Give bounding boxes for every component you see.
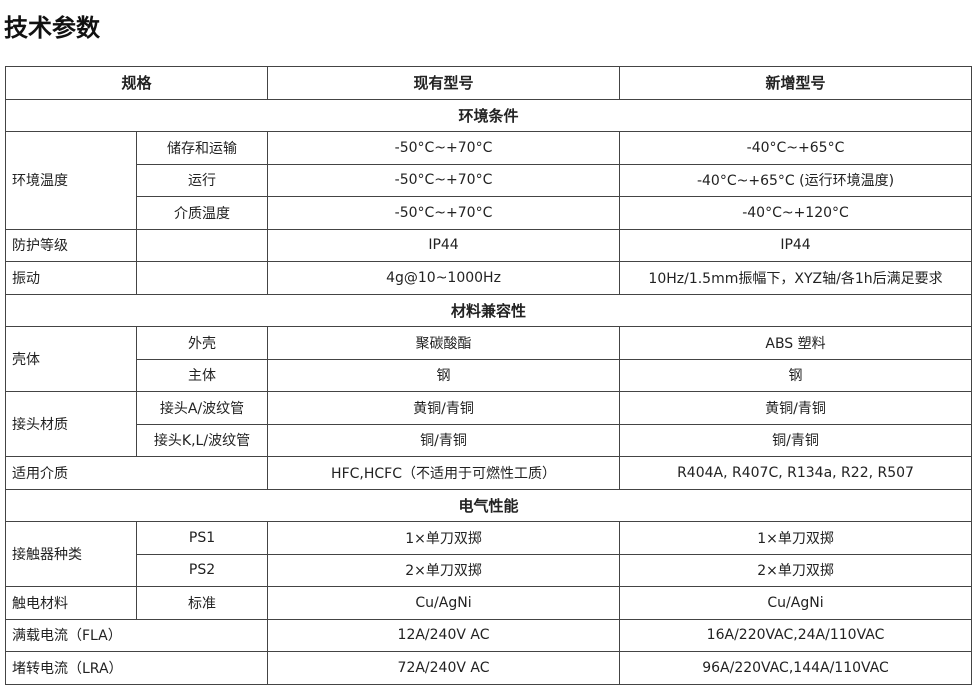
sub-label: 标准 xyxy=(135,586,269,620)
cell-new: 10Hz/1.5mm振幅下，XYZ轴/各1h后满足要求 xyxy=(619,261,973,295)
table-row: 满载电流（FLA） 12A/240V AC 16A/220VAC,24A/110VA… xyxy=(4,618,973,652)
table-row: 运行 -50°C~+70°C -40°C~+65°C (运行环境温度) xyxy=(6,163,973,197)
row-label: 防护等级 xyxy=(5,228,137,262)
cell-new: 2×单刀双掷 xyxy=(619,553,973,587)
table-row: 接头K,L/波纹管 铜/青铜 铜/青铜 xyxy=(6,423,973,457)
sub-label: 主体 xyxy=(135,358,269,392)
cell-current: 铜/青铜 xyxy=(267,423,621,457)
table-row: 壳体 外壳 聚碳酸酯 ABS 塑料 xyxy=(5,326,973,392)
cell-new: ABS 塑料 xyxy=(619,326,973,360)
table-row: 接触器种类 PS1 1×单刀双掷 1×单刀双掷 xyxy=(5,521,973,587)
section-material: 材料兼容性 xyxy=(4,293,973,327)
cell-new: -40°C~+120°C xyxy=(619,196,973,230)
sub-label: 外壳 xyxy=(135,326,269,360)
cell-current: 4g@10~1000Hz xyxy=(267,261,621,295)
cell-new: 钢 xyxy=(619,358,973,392)
row-label: 接头材质 xyxy=(5,391,137,457)
cell-new: IP44 xyxy=(619,228,973,262)
cell-current: -50°C~+70°C xyxy=(267,163,621,197)
table-row: 接头材质 接头A/波纹管 黄铜/青铜 黄铜/青铜 xyxy=(5,391,973,457)
section-env: 环境条件 xyxy=(4,98,973,132)
row-label: 壳体 xyxy=(5,326,137,392)
table-row: 介质温度 -50°C~+70°C -40°C~+120°C xyxy=(6,196,973,230)
row-label: 堵转电流（LRA） xyxy=(4,651,269,685)
sub-label: PS1 xyxy=(135,521,269,555)
cell-current: 黄铜/青铜 xyxy=(267,391,621,425)
cell-current: 聚碳酸酯 xyxy=(267,326,621,360)
spec-table: 规格 现有型号 新增型号 环境条件 环境温度 储存和运输 -50°C~+70°C -… xyxy=(4,66,973,685)
empty-cell xyxy=(135,261,269,295)
row-label: 触电材料 xyxy=(5,586,137,620)
section-electric: 电气性能 xyxy=(4,488,973,522)
cell-current: -50°C~+70°C xyxy=(267,196,621,230)
row-label: 适用介质 xyxy=(4,456,269,490)
sub-label: 运行 xyxy=(135,163,269,197)
cell-current: IP44 xyxy=(267,228,621,262)
cell-current: 1×单刀双掷 xyxy=(267,521,621,555)
sub-label: 介质温度 xyxy=(135,196,269,230)
table-row: 触电材料 标准 Cu/AgNi Cu/AgNi xyxy=(5,586,973,620)
cell-current: 72A/240V AC xyxy=(267,651,621,685)
cell-new: -40°C~+65°C (运行环境温度) xyxy=(619,163,973,197)
sub-label: PS2 xyxy=(135,553,269,587)
header-new: 新增型号 xyxy=(619,66,973,100)
cell-new: Cu/AgNi xyxy=(619,586,973,620)
cell-current: 12A/240V AC xyxy=(267,618,621,652)
cell-current: Cu/AgNi xyxy=(267,586,621,620)
table-header: 规格 现有型号 新增型号 xyxy=(4,66,973,100)
cell-new: 1×单刀双掷 xyxy=(619,521,973,555)
cell-new: -40°C~+65°C xyxy=(619,131,973,165)
cell-new: R404A, R407C, R134a, R22, R507 xyxy=(619,456,973,490)
row-label: 接触器种类 xyxy=(5,521,137,587)
cell-new: 铜/青铜 xyxy=(619,423,973,457)
table-row: 环境温度 储存和运输 -50°C~+70°C -40°C~+65°C xyxy=(5,131,973,230)
empty-cell xyxy=(135,228,269,262)
cell-current: 2×单刀双掷 xyxy=(267,553,621,587)
table-row: 振动 4g@10~1000Hz 10Hz/1.5mm振幅下，XYZ轴/各1h后满足要… xyxy=(5,261,973,295)
cell-current: 钢 xyxy=(267,358,621,392)
table-row: PS2 2×单刀双掷 2×单刀双掷 xyxy=(6,553,973,587)
sub-label: 储存和运输 xyxy=(135,131,269,165)
table-row: 主体钢钢 xyxy=(6,358,973,392)
table-row: 防护等级 IP44 IP44 xyxy=(5,228,973,262)
table-row: 适用介质 HFC,HCFC（不适用于可燃性工质） R404A, R407C, R13… xyxy=(4,456,973,490)
cell-new: 16A/220VAC,24A/110VAC xyxy=(619,618,973,652)
row-label: 环境温度 xyxy=(5,131,137,230)
page-title: 技术参数 xyxy=(4,14,100,42)
header-current: 现有型号 xyxy=(267,66,621,100)
sub-label: 接头A/波纹管 xyxy=(135,391,269,425)
sub-label: 接头K,L/波纹管 xyxy=(135,423,269,457)
cell-current: -50°C~+70°C xyxy=(267,131,621,165)
row-label: 满载电流（FLA） xyxy=(4,618,269,652)
table-row: 堵转电流（LRA） 72A/240V AC 96A/220VAC,144A/110V… xyxy=(4,651,973,685)
cell-new: 96A/220VAC,144A/110VAC xyxy=(619,651,973,685)
cell-current: HFC,HCFC（不适用于可燃性工质） xyxy=(267,456,621,490)
row-label: 振动 xyxy=(5,261,137,295)
header-spec: 规格 xyxy=(4,66,269,100)
cell-new: 黄铜/青铜 xyxy=(619,391,973,425)
